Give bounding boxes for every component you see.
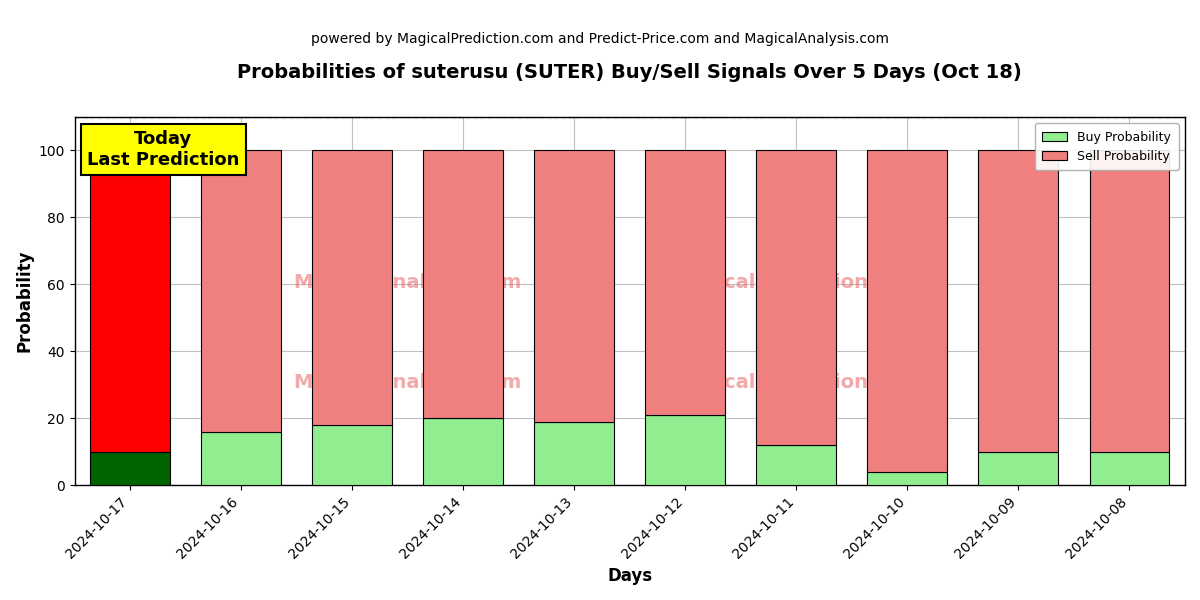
Bar [978,452,1058,485]
Bar [424,418,503,485]
Text: MagicalAnalysis.com: MagicalAnalysis.com [294,373,522,392]
Bar [1090,452,1170,485]
Title: Probabilities of suterusu (SUTER) Buy/Sell Signals Over 5 Days (Oct 18): Probabilities of suterusu (SUTER) Buy/Se… [238,63,1022,82]
Bar [90,151,170,452]
Text: MagicalAnalysis.com: MagicalAnalysis.com [294,273,522,292]
Bar [312,425,392,485]
Legend: Buy Probability, Sell Probability: Buy Probability, Sell Probability [1034,123,1178,170]
Text: MagicalPrediction.com: MagicalPrediction.com [672,373,922,392]
X-axis label: Days: Days [607,567,653,585]
Text: Today
Last Prediction: Today Last Prediction [88,130,240,169]
Bar [646,415,725,485]
Bar [312,151,392,425]
Bar [868,151,947,472]
Text: MagicalPrediction.com: MagicalPrediction.com [672,273,922,292]
Bar [1090,151,1170,452]
Y-axis label: Probability: Probability [16,250,34,352]
Bar [756,445,836,485]
Bar [646,151,725,415]
Bar [534,422,614,485]
Bar [868,472,947,485]
Bar [534,151,614,422]
Bar [978,151,1058,452]
Bar [202,431,281,485]
Text: powered by MagicalPrediction.com and Predict-Price.com and MagicalAnalysis.com: powered by MagicalPrediction.com and Pre… [311,32,889,46]
Bar [90,452,170,485]
Bar [202,151,281,431]
Bar [756,151,836,445]
Bar [424,151,503,418]
